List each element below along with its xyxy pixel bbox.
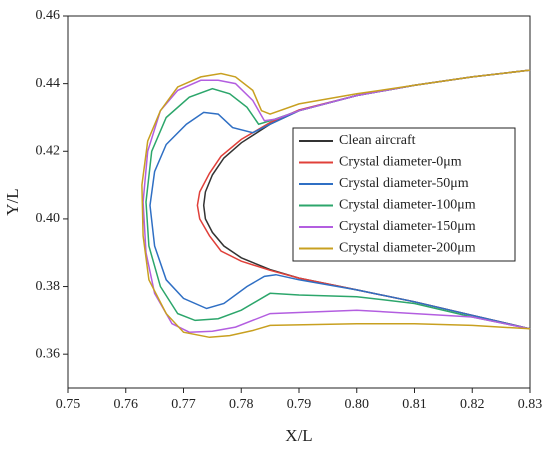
x-tick-label: 0.79	[287, 397, 312, 412]
y-tick-label: 0.40	[36, 211, 61, 226]
y-tick-label: 0.42	[36, 143, 61, 158]
y-tick-label: 0.46	[36, 8, 61, 23]
x-tick-label: 0.76	[114, 397, 139, 412]
x-axis-label: X/L	[285, 426, 312, 445]
series-line	[141, 69, 531, 339]
y-tick-label: 0.36	[36, 346, 61, 361]
x-tick-label: 0.83	[518, 397, 543, 412]
legend-label: Crystal diameter-0μm	[339, 155, 462, 170]
legend-label: Crystal diameter-50μm	[339, 176, 469, 191]
x-tick-label: 0.80	[345, 397, 370, 412]
legend-label: Crystal diameter-150μm	[339, 219, 476, 234]
legend-label: Clean aircraft	[339, 133, 416, 148]
legend-box	[292, 127, 516, 262]
x-tick-label: 0.81	[402, 397, 427, 412]
x-tick-label: 0.78	[229, 397, 254, 412]
x-tick-label: 0.75	[56, 397, 81, 412]
legend-label: Crystal diameter-100μm	[339, 198, 476, 213]
series-line	[149, 69, 531, 330]
legend-label: Crystal diameter-200μm	[339, 241, 476, 256]
y-axis-label: Y/L	[3, 188, 22, 215]
x-tick-label: 0.82	[460, 397, 485, 412]
y-tick-label: 0.44	[36, 76, 61, 91]
y-tick-label: 0.38	[36, 279, 61, 294]
x-tick-label: 0.77	[171, 397, 196, 412]
